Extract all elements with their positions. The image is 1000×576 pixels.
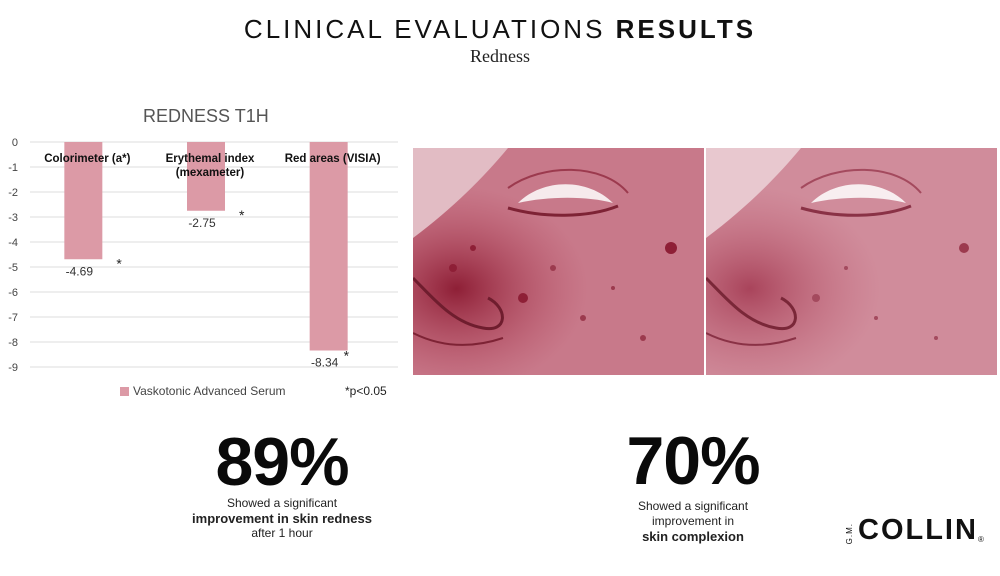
stat-complexion-line1: Showed a significant [637, 499, 749, 513]
brand-logo: G.M. COLLIN ® [845, 514, 984, 546]
data-label: -4.69 [66, 264, 94, 278]
stat-redness-line3: after 1 hour [251, 526, 313, 540]
bar [187, 142, 225, 211]
title-light: CLINICAL EVALUATIONS [243, 14, 606, 44]
redness-bar-chart: 0 -1 -2 -3 -4 -5 -6 -7 -8 -9 Colorimeter (a*) -4.69… [8, 137, 398, 374]
category-label: (mexameter) [176, 167, 245, 179]
stat-complexion-line2: improvement in [651, 514, 735, 528]
significance-star: * [116, 255, 122, 271]
stat-complexion-value: 70% [626, 423, 760, 499]
y-tick-label: -8 [8, 337, 18, 349]
brand-name: COLLIN [858, 514, 978, 546]
stat-redness-line1: Showed a significant [226, 496, 338, 510]
page-subtitle: Redness [470, 46, 530, 66]
legend-label: Vaskotonic Advanced Serum [133, 384, 286, 398]
category-label: Red areas (VISIA) [285, 153, 381, 165]
face-after-photo [706, 148, 997, 375]
page-title: CLINICAL EVALUATIONS RESULTS [0, 14, 1000, 45]
y-tick-label: -9 [8, 362, 18, 374]
brand-prefix: G.M. [845, 522, 854, 544]
chart-legend: Vaskotonic Advanced Serum [120, 384, 286, 398]
significance-star: * [239, 207, 245, 223]
title-bold: RESULTS [615, 14, 757, 44]
y-tick-label: -3 [8, 212, 18, 224]
y-tick-label: -7 [8, 312, 18, 324]
bar [309, 142, 348, 351]
significance-star: * [344, 348, 350, 364]
legend-swatch [120, 386, 129, 396]
y-tick-label: -4 [8, 237, 18, 249]
y-tick-label: -2 [8, 187, 18, 199]
y-tick-label: -5 [8, 262, 18, 274]
y-tick-label: -1 [8, 162, 18, 174]
y-tick-label: 0 [12, 137, 18, 149]
category-label: Colorimeter (a*) [44, 153, 130, 165]
chart-title: REDNESS T1H [143, 106, 269, 126]
stat-redness: 89% Showed a significant improvement in … [162, 428, 402, 541]
data-label: -8.34 [311, 356, 339, 370]
stat-redness-value: 89% [215, 424, 349, 500]
significance-footnote: *p<0.05 [345, 384, 387, 398]
data-label: -2.75 [188, 216, 216, 230]
face-before-photo [413, 148, 704, 375]
brand-reg: ® [977, 535, 984, 544]
category-label: Erythemal index [166, 153, 255, 165]
stat-complexion-line3: skin complexion [642, 529, 744, 544]
stat-complexion: 70% Showed a significant improvement in … [573, 427, 813, 544]
bar [64, 142, 103, 260]
y-tick-label: -6 [8, 287, 18, 299]
stat-redness-line2: improvement in skin redness [192, 511, 372, 526]
